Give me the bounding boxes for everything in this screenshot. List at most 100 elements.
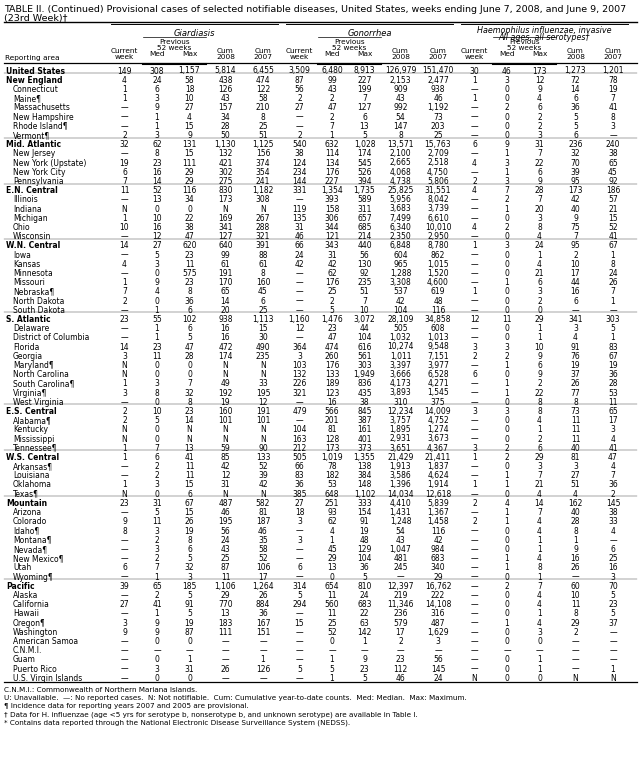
Text: 1: 1 — [611, 333, 615, 343]
Text: 4,750: 4,750 — [427, 167, 449, 177]
Text: 3: 3 — [297, 518, 302, 526]
Text: —: — — [470, 278, 478, 287]
Text: 52: 52 — [327, 627, 337, 637]
Text: N: N — [122, 435, 128, 443]
Text: N: N — [472, 674, 478, 683]
Text: 4: 4 — [537, 260, 542, 269]
Text: 46: 46 — [433, 94, 443, 103]
Text: 7: 7 — [537, 508, 542, 517]
Text: 4: 4 — [154, 287, 160, 296]
Text: 6: 6 — [573, 296, 578, 306]
Text: —: — — [470, 204, 478, 214]
Text: N: N — [222, 425, 228, 434]
Text: New England: New England — [6, 76, 63, 84]
Text: 1: 1 — [122, 278, 127, 287]
Text: 3: 3 — [504, 158, 510, 167]
Text: 199: 199 — [357, 85, 372, 94]
Text: 884: 884 — [256, 600, 271, 609]
Text: 14: 14 — [570, 85, 580, 94]
Text: 9: 9 — [537, 177, 542, 186]
Text: 32: 32 — [570, 149, 580, 158]
Text: 24: 24 — [152, 76, 162, 84]
Text: —: — — [121, 655, 128, 664]
Text: —: — — [470, 425, 478, 434]
Text: 0: 0 — [154, 435, 160, 443]
Text: 201: 201 — [325, 416, 339, 425]
Text: 6,610: 6,610 — [427, 214, 449, 223]
Text: —: — — [121, 195, 128, 204]
Text: 3: 3 — [122, 389, 127, 398]
Text: 1,160: 1,160 — [288, 315, 310, 324]
Text: 6: 6 — [573, 94, 578, 103]
Text: N: N — [260, 361, 266, 370]
Text: 7: 7 — [187, 379, 192, 389]
Text: 6: 6 — [187, 490, 192, 498]
Text: 11: 11 — [570, 600, 580, 609]
Text: —: — — [470, 536, 478, 545]
Text: 27: 27 — [120, 600, 129, 609]
Text: 4: 4 — [472, 223, 477, 232]
Text: —: — — [121, 121, 128, 131]
Text: 4,410: 4,410 — [390, 499, 412, 508]
Text: 1: 1 — [611, 296, 615, 306]
Text: 30: 30 — [470, 67, 479, 75]
Text: 2: 2 — [472, 177, 477, 186]
Text: 24: 24 — [221, 536, 230, 545]
Text: 21,429: 21,429 — [387, 453, 413, 462]
Text: 29: 29 — [570, 618, 580, 627]
Text: 8,780: 8,780 — [427, 241, 449, 250]
Text: 26: 26 — [608, 278, 618, 287]
Text: 13: 13 — [360, 121, 369, 131]
Text: 1: 1 — [611, 250, 615, 260]
Text: Pennsylvania: Pennsylvania — [13, 177, 63, 186]
Text: 15,763: 15,763 — [425, 140, 451, 149]
Text: 160: 160 — [256, 278, 271, 287]
Text: 91: 91 — [570, 343, 580, 352]
Text: —: — — [296, 333, 303, 343]
Text: 149: 149 — [117, 67, 132, 75]
Text: 106: 106 — [256, 563, 271, 572]
Text: 25: 25 — [258, 306, 268, 315]
Text: 2: 2 — [537, 121, 542, 131]
Text: 0: 0 — [154, 655, 160, 664]
Text: 7: 7 — [611, 287, 615, 296]
Text: 589: 589 — [357, 195, 372, 204]
Text: —: — — [470, 591, 478, 600]
Text: 41: 41 — [608, 232, 618, 241]
Text: 303: 303 — [606, 315, 620, 324]
Text: 55: 55 — [152, 315, 162, 324]
Text: 25: 25 — [221, 554, 230, 563]
Text: C.N.M.I.: Commonwealth of Northern Mariana Islands.: C.N.M.I.: Commonwealth of Northern Maria… — [4, 687, 197, 694]
Text: Oklahoma: Oklahoma — [13, 481, 52, 489]
Text: 0: 0 — [154, 490, 160, 498]
Text: 526: 526 — [357, 167, 372, 177]
Text: 11: 11 — [185, 260, 194, 269]
Text: 95: 95 — [570, 177, 580, 186]
Text: 1: 1 — [537, 545, 542, 554]
Text: 1,431: 1,431 — [390, 508, 412, 517]
Text: 2: 2 — [472, 518, 477, 526]
Text: 145: 145 — [606, 499, 620, 508]
Text: 4: 4 — [504, 499, 510, 508]
Text: 42: 42 — [258, 481, 268, 489]
Text: 123: 123 — [325, 389, 339, 398]
Text: 148: 148 — [357, 481, 372, 489]
Text: 27: 27 — [295, 499, 304, 508]
Text: 29: 29 — [535, 453, 544, 462]
Text: 3: 3 — [537, 214, 542, 223]
Text: 303: 303 — [357, 361, 372, 370]
Text: 31,551: 31,551 — [425, 186, 451, 195]
Text: 10: 10 — [570, 591, 580, 600]
Text: 116: 116 — [431, 527, 445, 535]
Text: 0: 0 — [504, 333, 510, 343]
Text: 195: 195 — [256, 389, 271, 398]
Text: 6: 6 — [537, 444, 542, 452]
Text: 21,411: 21,411 — [425, 453, 451, 462]
Text: 310: 310 — [393, 398, 408, 407]
Text: 104: 104 — [292, 425, 307, 434]
Text: 3: 3 — [122, 618, 127, 627]
Text: 183: 183 — [219, 618, 233, 627]
Text: 9: 9 — [122, 518, 127, 526]
Text: 7: 7 — [154, 563, 160, 572]
Text: U: Unavailable.  —: No reported cases.  N: Not notifiable.  Cum: Cumulative year: U: Unavailable. —: No reported cases. N:… — [4, 695, 467, 701]
